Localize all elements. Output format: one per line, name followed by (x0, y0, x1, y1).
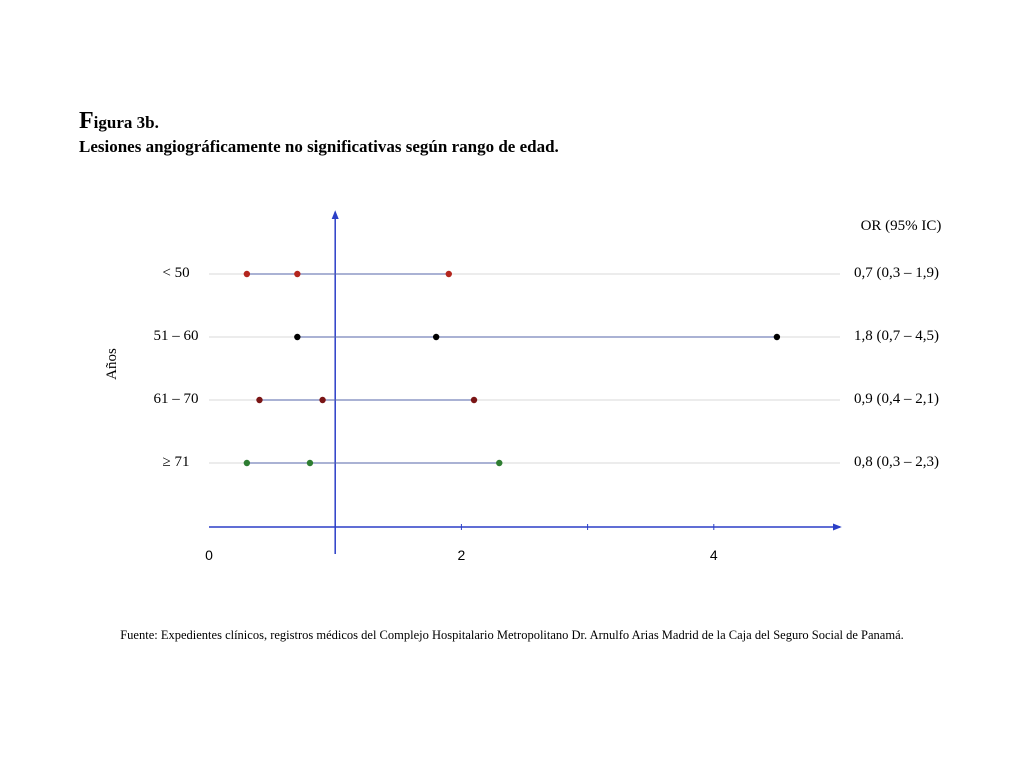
figure-title: Figura 3b. (79, 108, 559, 134)
ci-lower-point (243, 459, 251, 467)
ci-lower-point (243, 270, 251, 278)
row-label: 61 – 70 (154, 391, 199, 407)
row-label: ≥ 71 (163, 454, 190, 470)
x-tick-label: 0 (205, 547, 213, 563)
ci-lower-point (256, 396, 263, 404)
ci-upper-point (773, 333, 781, 341)
ci-upper-point (470, 396, 478, 404)
or-point (319, 396, 326, 404)
or-point (432, 333, 440, 341)
ci-lower-point (294, 333, 301, 341)
row-label: < 50 (162, 265, 189, 281)
or-value-label: 0,7 (0,3 – 1,9) (854, 265, 939, 281)
or-header: OR (95% IC) (861, 218, 942, 234)
or-point (294, 270, 301, 278)
figure-subtitle: Lesiones angiográficamente no significat… (79, 137, 559, 156)
or-value-label: 1,8 (0,7 – 4,5) (854, 328, 939, 344)
figure-title-rest: igura 3b. (93, 113, 159, 132)
ci-upper-point (496, 459, 503, 467)
or-value-label: 0,9 (0,4 – 2,1) (854, 391, 939, 407)
figure-title-initial: F (79, 108, 94, 134)
source-note: Fuente: Expedientes clínicos, registros … (120, 628, 904, 642)
figure-title-block: Figura 3b. Lesiones angiográficamente no… (79, 108, 559, 158)
row-label: 51 – 60 (154, 328, 199, 344)
or-value-label: 0,8 (0,3 – 2,3) (854, 454, 939, 470)
y-axis-label: Años (104, 348, 120, 380)
or-point (306, 459, 314, 467)
x-tick-label: 2 (458, 547, 466, 563)
ci-upper-point (445, 270, 452, 278)
x-tick-label: 4 (710, 547, 718, 563)
